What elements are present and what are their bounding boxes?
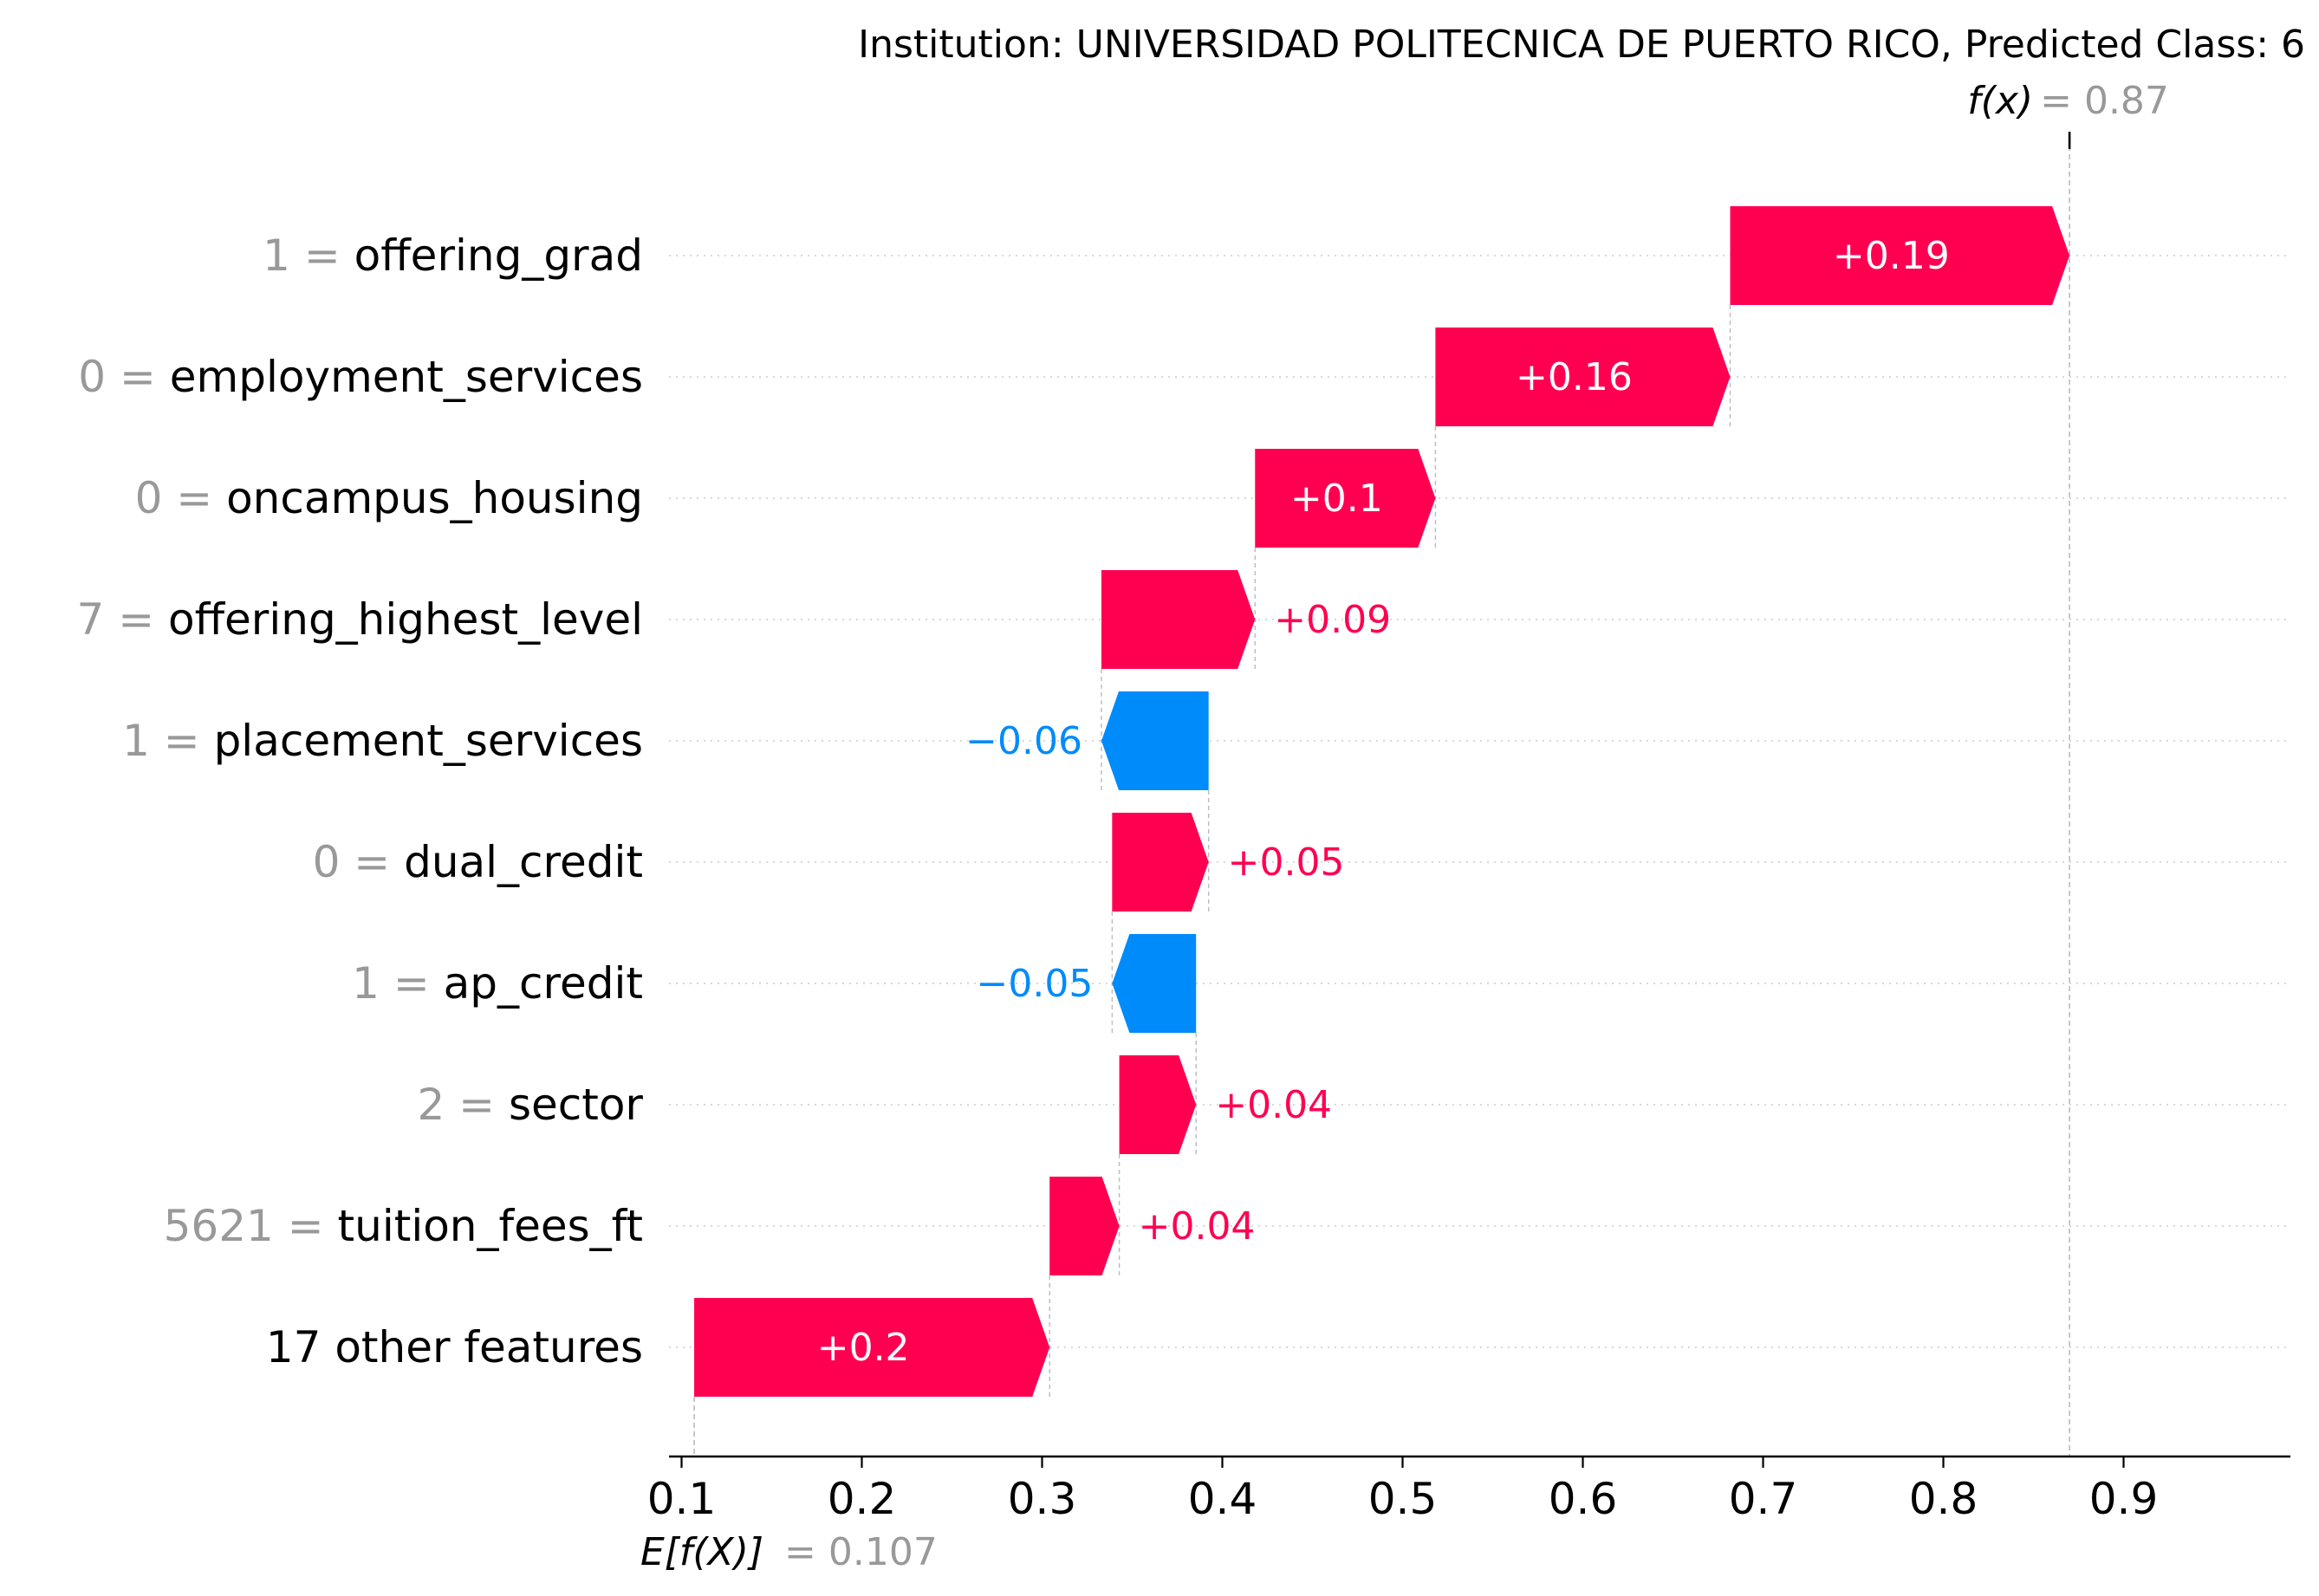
x-tick-label: 0.4 [1188,1474,1257,1524]
x-tick-label: 0.6 [1549,1474,1618,1524]
bar-tuition_fees_ft [1049,1177,1120,1275]
feature-label: 5621 = tuition_fees_ft [164,1201,643,1251]
bar-value-label: +0.2 [817,1326,910,1370]
feature-name: employment_services [170,352,643,402]
feature-name: offering_highest_level [168,594,643,645]
feature-value: 1 = [263,230,354,281]
x-tick-label: 0.3 [1008,1474,1077,1524]
bar-placement_services [1101,691,1209,790]
bar-value-label: −0.06 [965,719,1082,763]
x-axis: 0.1 0.2 0.3 0.4 0.5 0.6 0.7 0.8 0.9 [647,1455,2290,1524]
bar-offering_highest_level [1101,570,1256,669]
feature-label: 17 other features [266,1322,643,1372]
chart-title: Institution: UNIVERSIDAD POLITECNICA DE … [858,23,2305,67]
efx-value: = 0.107 [784,1530,938,1574]
bar-value-label: +0.16 [1516,355,1633,399]
fx-value: = 0.87 [2040,79,2169,123]
feature-value: 1 = [352,958,444,1009]
feature-value: 1 = [122,716,214,766]
feature-value: 5621 = [164,1201,338,1251]
feature-label: 1 = offering_grad [263,230,643,281]
x-tick-label: 0.8 [1909,1474,1978,1524]
bar-dual_credit [1112,813,1209,912]
x-tick-label: 0.7 [1729,1474,1798,1524]
bar-value-label: +0.1 [1290,477,1383,521]
bar-layer [694,206,2070,1397]
feature-label: 7 = offering_highest_level [77,594,644,645]
bar-employment_services [1435,328,1731,426]
feature-label: 0 = employment_services [78,352,643,402]
feature-name: offering_grad [354,230,643,281]
bar-value-label: −0.05 [977,962,1094,1006]
feature-name: oncampus_housing [226,473,643,523]
bar-ap_credit [1112,934,1197,1033]
feature-value: 7 = [77,594,169,645]
connector-layer [693,132,2071,1457]
feature-label: 2 = sector [417,1080,643,1130]
bar-sector [1119,1055,1197,1154]
feature-label: 1 = placement_services [122,716,643,766]
bar-value-label: +0.19 [1833,234,1950,278]
feature-value: 2 = [417,1080,509,1130]
fx-label: f(x) [1967,79,2033,123]
x-tick-label: 0.1 [647,1474,717,1524]
feature-label: 0 = dual_credit [313,837,643,887]
efx-annotation: E[f(X)] = 0.107 [640,1530,938,1574]
bar-17-other-features [694,1298,1050,1397]
label-layer: +0.19 1 = offering_grad +0.16 0 = employmen… [77,230,1950,1372]
bar-value-label: +0.04 [1215,1083,1332,1127]
feature-value: 0 = [313,837,405,887]
bar-offering_grad [1730,206,2070,305]
x-tick-label: 0.5 [1368,1474,1438,1524]
bar-value-label: +0.04 [1139,1204,1256,1249]
feature-name: placement_services [214,716,643,766]
feature-name: tuition_fees_ft [338,1201,643,1251]
feature-name: 17 other features [266,1322,643,1372]
feature-label: 0 = oncampus_housing [135,473,643,523]
feature-label: 1 = ap_credit [352,958,643,1009]
feature-value: 0 = [135,473,227,523]
bar-value-label: +0.05 [1228,840,1345,885]
feature-name: ap_credit [444,958,643,1009]
x-tick-label: 0.2 [828,1474,897,1524]
feature-value: 0 = [78,352,170,402]
x-tick-label: 0.9 [2089,1474,2159,1524]
feature-name: dual_credit [404,837,643,887]
feature-name: sector [509,1080,643,1130]
bar-oncampus_housing [1255,449,1436,548]
fx-annotation: f(x) = 0.87 [1967,79,2169,123]
bar-value-label: +0.09 [1274,598,1391,642]
efx-label: E[f(X)] [640,1530,763,1574]
